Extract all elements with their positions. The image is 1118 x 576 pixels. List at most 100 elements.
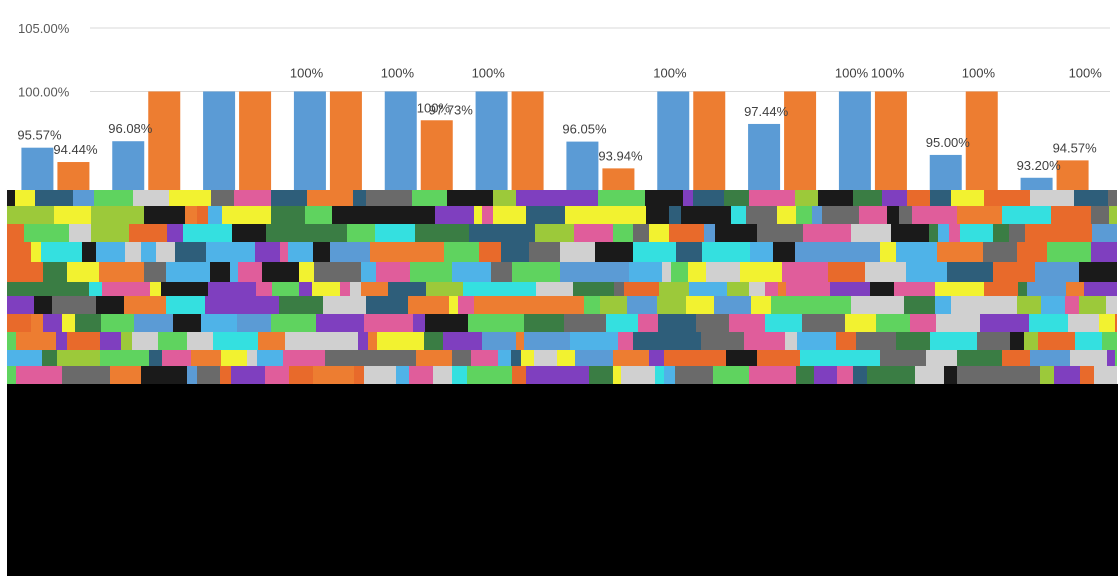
noise-block bbox=[526, 206, 565, 224]
noise-block bbox=[1017, 296, 1041, 314]
data-label-s0-c8: 97.44% bbox=[744, 104, 789, 119]
noise-block bbox=[213, 332, 258, 350]
noise-block bbox=[1027, 282, 1066, 296]
noise-block bbox=[272, 282, 299, 296]
noise-block bbox=[727, 282, 749, 296]
noise-block bbox=[1038, 332, 1075, 350]
noise-block bbox=[211, 190, 234, 206]
noise-block bbox=[795, 190, 818, 206]
noise-block bbox=[187, 332, 213, 350]
noise-block bbox=[156, 242, 175, 262]
noise-block bbox=[993, 262, 1035, 282]
data-label-s0-c0: 95.57% bbox=[17, 128, 62, 143]
noise-block bbox=[912, 206, 957, 224]
noise-block bbox=[7, 206, 54, 224]
data-label-s0-c5: 100% bbox=[472, 65, 506, 80]
noise-block bbox=[529, 242, 560, 262]
bar-s0-c9 bbox=[838, 91, 871, 200]
noise-block bbox=[452, 262, 491, 282]
noise-block bbox=[299, 262, 314, 282]
noise-block bbox=[458, 296, 474, 314]
noise-block bbox=[896, 332, 930, 350]
noise-block bbox=[231, 366, 242, 384]
noise-block bbox=[409, 366, 433, 384]
noise-block bbox=[1024, 332, 1038, 350]
noise-block bbox=[1115, 350, 1117, 366]
noise-block bbox=[669, 206, 681, 224]
noise-block bbox=[1099, 314, 1115, 332]
noise-block bbox=[7, 296, 34, 314]
noise-block bbox=[795, 242, 832, 262]
noise-block bbox=[463, 282, 496, 296]
noise-block bbox=[396, 366, 409, 384]
noise-block bbox=[771, 296, 804, 314]
noise-block bbox=[1106, 296, 1117, 314]
bar-s0-c8 bbox=[748, 123, 781, 200]
noise-block bbox=[573, 190, 598, 206]
noise-block bbox=[1043, 224, 1092, 242]
noise-block bbox=[786, 282, 830, 296]
noise-block bbox=[563, 366, 589, 384]
noise-block bbox=[823, 350, 862, 366]
noise-block bbox=[110, 366, 141, 384]
bar-s1-c10 bbox=[965, 91, 998, 200]
noise-block bbox=[67, 332, 100, 350]
bar-s1-c5 bbox=[511, 91, 544, 200]
noise-block bbox=[936, 314, 980, 332]
noise-block bbox=[614, 282, 624, 296]
noise-block bbox=[89, 282, 102, 296]
noise-block bbox=[646, 206, 669, 224]
noise-block bbox=[957, 366, 993, 384]
noise-block bbox=[256, 282, 272, 296]
noise-block bbox=[851, 296, 872, 314]
noise-block bbox=[1065, 296, 1079, 314]
bar-s1-c2 bbox=[239, 91, 272, 200]
noise-block bbox=[262, 262, 299, 282]
data-label-s0-c11: 93.20% bbox=[1017, 158, 1062, 173]
data-label-s0-c1: 96.08% bbox=[108, 121, 153, 136]
noise-block bbox=[814, 366, 837, 384]
noise-block bbox=[856, 332, 896, 350]
bar-s1-c1 bbox=[148, 91, 181, 200]
data-label-s1-c11: 94.57% bbox=[1053, 140, 1098, 155]
noise-block bbox=[706, 262, 740, 282]
noise-block bbox=[42, 350, 57, 366]
noise-block bbox=[729, 314, 765, 332]
noise-block bbox=[627, 296, 657, 314]
noise-block bbox=[951, 296, 973, 314]
noise-block bbox=[340, 282, 350, 296]
noise-block bbox=[474, 206, 482, 224]
noise-block bbox=[535, 224, 574, 242]
noise-block bbox=[559, 190, 573, 206]
noise-block bbox=[645, 190, 683, 206]
noise-block bbox=[1102, 332, 1117, 350]
noise-block bbox=[935, 282, 984, 296]
noise-block bbox=[836, 332, 856, 350]
noise-block bbox=[984, 190, 1030, 206]
noise-block bbox=[773, 242, 795, 262]
noise-block bbox=[655, 366, 664, 384]
noise-block bbox=[169, 190, 211, 206]
noise-block bbox=[675, 366, 713, 384]
noise-block bbox=[69, 224, 91, 242]
noise-block bbox=[613, 350, 649, 366]
noise-block bbox=[266, 224, 312, 242]
noise-block bbox=[584, 296, 600, 314]
noise-block bbox=[144, 262, 166, 282]
noise-block bbox=[183, 224, 232, 242]
noise-block bbox=[606, 314, 638, 332]
noise-block bbox=[75, 314, 101, 332]
y-tick-label-1: 100.00% bbox=[18, 84, 70, 99]
bar-s1-c9 bbox=[874, 91, 907, 200]
noise-block bbox=[1091, 206, 1109, 224]
noise-block bbox=[161, 282, 208, 296]
noise-block bbox=[686, 296, 714, 314]
noise-block bbox=[134, 314, 173, 332]
noise-block bbox=[1018, 282, 1027, 296]
noise-block bbox=[1070, 350, 1107, 366]
data-label-s1-c0: 94.44% bbox=[53, 142, 98, 157]
noise-block bbox=[493, 206, 526, 224]
noise-block bbox=[7, 242, 31, 262]
noise-block bbox=[424, 332, 443, 350]
noise-block bbox=[837, 366, 853, 384]
